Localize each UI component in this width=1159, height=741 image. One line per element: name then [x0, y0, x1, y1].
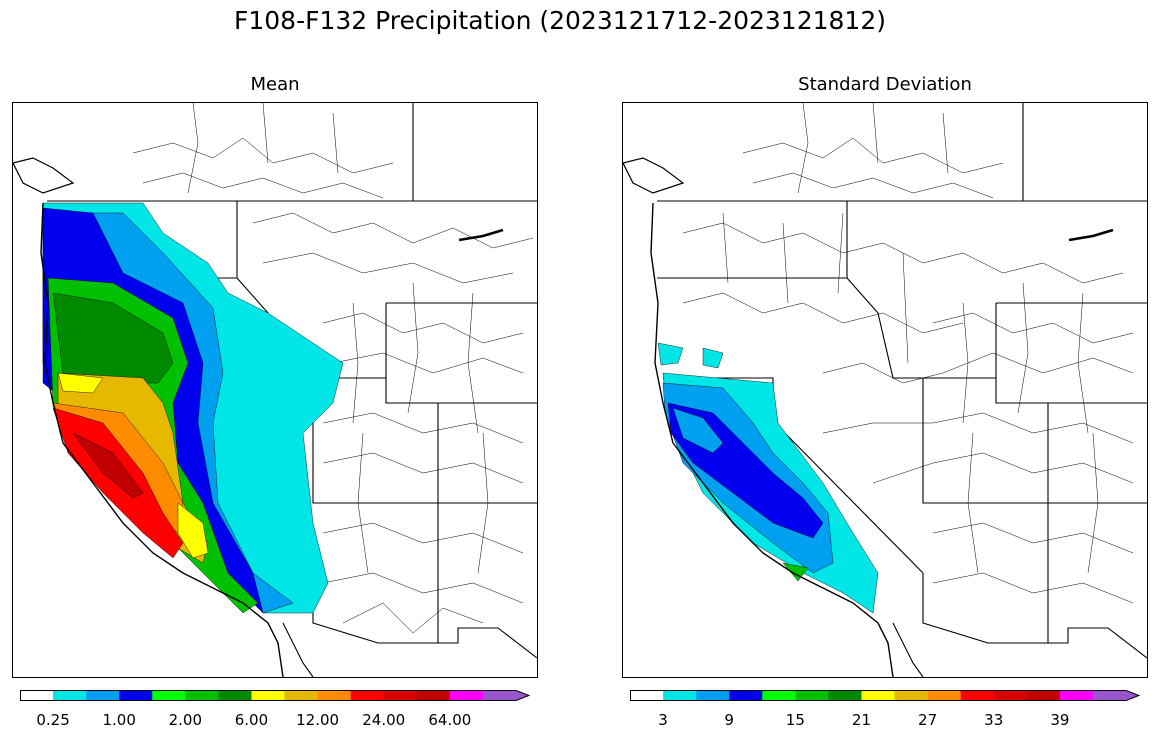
mean-panel-title: Mean	[250, 74, 300, 95]
colorbar-tick-label: 33	[984, 711, 1004, 729]
mean-colorbar	[20, 690, 530, 701]
colorbar-swatch	[1026, 690, 1061, 701]
colorbar-tick-label: 0.25	[36, 711, 70, 729]
puget-sound	[623, 157, 685, 194]
colorbar-swatch	[152, 690, 186, 701]
basin-outlines	[682, 103, 1134, 604]
colorbar-tick-label: 21	[851, 711, 871, 729]
colorbar-tick-label: 15	[785, 711, 805, 729]
lake	[1068, 228, 1114, 242]
colorbar-tick-label: 27	[918, 711, 938, 729]
colorbar-swatch	[284, 690, 319, 701]
mean-precip-fill	[42, 202, 344, 614]
colorbar-tick-label: 39	[1050, 711, 1070, 729]
colorbar-tick-label: 64.00	[428, 711, 472, 729]
colorbar-swatch	[482, 690, 529, 701]
colorbar-tick-label: 3	[658, 711, 668, 729]
colorbar-tick-label: 1.00	[102, 711, 136, 729]
puget-sound	[13, 157, 75, 194]
colorbar-swatch	[696, 690, 730, 701]
std-precip-fill	[657, 342, 879, 614]
colorbar-swatch	[663, 690, 697, 701]
std-map	[623, 103, 1147, 677]
colorbar-tick-label: 24.00	[362, 711, 406, 729]
std-panel-title: Standard Deviation	[798, 74, 972, 95]
colorbar-swatch	[86, 690, 120, 701]
colorbar-swatch	[383, 690, 418, 701]
colorbar-swatch	[53, 690, 87, 701]
colorbar-swatch	[218, 690, 252, 701]
colorbar-swatch	[449, 690, 484, 701]
colorbar-swatch	[20, 690, 54, 701]
coastline	[650, 202, 894, 677]
std-map-panel	[622, 102, 1148, 678]
lake	[458, 228, 504, 242]
colorbar-swatch	[1059, 690, 1094, 701]
colorbar-tick-label: 6.00	[234, 711, 269, 729]
mean-map-panel	[12, 102, 538, 678]
colorbar-outline	[630, 690, 1140, 701]
colorbar-swatch	[416, 690, 451, 701]
colorbar-outline	[20, 690, 530, 701]
colorbar-swatch	[762, 690, 796, 701]
figure-title: F108-F132 Precipitation (2023121712-2023…	[233, 6, 886, 35]
colorbar-swatch	[861, 690, 896, 701]
colorbar-swatch	[993, 690, 1028, 701]
colorbar-swatch	[960, 690, 995, 701]
colorbar-swatch	[729, 690, 763, 701]
std-colorbar	[630, 690, 1140, 701]
colorbar-tick-label: 12.00	[296, 711, 340, 729]
colorbar-swatch	[119, 690, 153, 701]
basin-outlines	[132, 103, 534, 634]
colorbar-swatch	[828, 690, 862, 701]
colorbar-swatch	[350, 690, 385, 701]
colorbar-swatch	[251, 690, 286, 701]
coastline	[40, 202, 284, 677]
colorbar-swatch	[795, 690, 829, 701]
colorbar-swatch	[927, 690, 962, 701]
colorbar-swatch	[1092, 690, 1139, 701]
colorbar-swatch	[630, 690, 664, 701]
colorbar-tick-label: 2.00	[168, 711, 203, 729]
mean-map	[13, 103, 537, 677]
colorbar-swatch	[185, 690, 219, 701]
colorbar-swatch	[894, 690, 929, 701]
colorbar-swatch	[317, 690, 352, 701]
colorbar-tick-label: 9	[724, 711, 734, 729]
